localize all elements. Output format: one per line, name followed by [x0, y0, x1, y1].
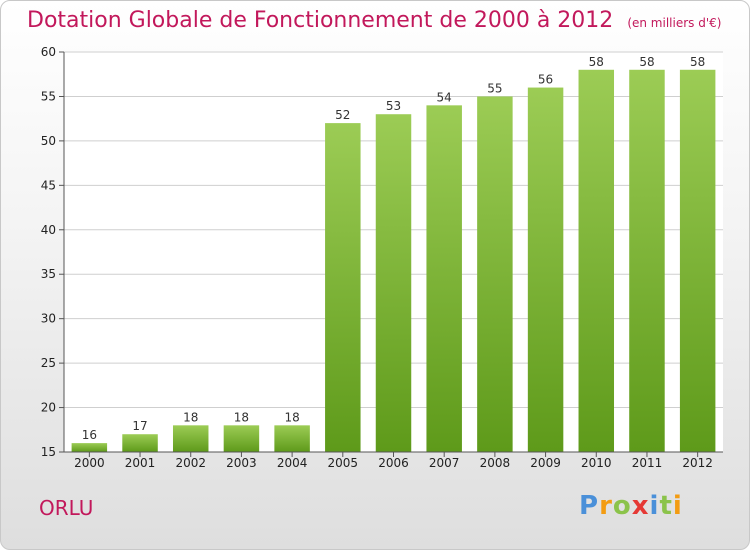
bar-2009 — [527, 87, 564, 453]
bar-2007 — [426, 105, 462, 452]
bar-2012 — [679, 69, 716, 453]
commune-name: ORLU — [39, 496, 94, 520]
value-label-2012: 58 — [690, 55, 705, 69]
value-label-2008: 55 — [487, 81, 502, 95]
value-label-2002: 18 — [183, 410, 198, 424]
x-tick-label-2010: 2010 — [581, 456, 612, 470]
bar-2008 — [477, 96, 513, 452]
bar-2011 — [629, 69, 665, 453]
bar-2010 — [578, 69, 615, 453]
logo-letter: i — [672, 491, 683, 521]
chart-title-text: Dotation Globale de Fonctionnement de 20… — [27, 8, 614, 33]
value-label-2005: 52 — [335, 108, 350, 122]
value-label-2010: 58 — [589, 55, 604, 69]
x-tick-label-2008: 2008 — [480, 456, 511, 470]
x-tick-label-2006: 2006 — [378, 456, 409, 470]
value-label-2006: 53 — [386, 99, 401, 113]
y-tick-label: 15 — [41, 445, 56, 459]
x-tick-label-2002: 2002 — [175, 456, 206, 470]
x-tick-label-2007: 2007 — [429, 456, 460, 470]
x-tick-label-2003: 2003 — [226, 456, 257, 470]
bar-2002 — [172, 425, 209, 452]
x-tick-label-2004: 2004 — [277, 456, 308, 470]
chart-unit: (en milliers d'€) — [627, 16, 722, 30]
value-label-2011: 58 — [639, 55, 654, 69]
logo-letter: x — [631, 491, 650, 521]
bar-2003 — [223, 425, 260, 452]
y-tick-label: 20 — [41, 401, 56, 415]
y-tick-label: 45 — [41, 178, 56, 192]
bar-2001 — [122, 434, 158, 452]
value-label-2000: 16 — [82, 428, 97, 442]
logo-letter: i — [649, 491, 660, 521]
logo-letter: o — [612, 491, 632, 521]
logo-letter: P — [579, 491, 600, 521]
x-tick-label-2001: 2001 — [125, 456, 156, 470]
x-axis: 2000 2001 2002 2003 2004 2005 2006 2007 2008 2009… — [64, 451, 723, 470]
chart-title: Dotation Globale de Fonctionnement de 20… — [27, 8, 721, 33]
value-label-2001: 17 — [132, 419, 147, 433]
x-tick-label-2009: 2009 — [530, 456, 561, 470]
y-tick-label: 30 — [41, 312, 56, 326]
x-tick-label-2012: 2012 — [682, 456, 713, 470]
value-label-2004: 18 — [284, 410, 299, 424]
proxiti-logo: Proxiti — [579, 491, 683, 521]
logo-letter: r — [599, 491, 613, 521]
bar-2004 — [274, 425, 310, 452]
value-label-2003: 18 — [234, 410, 249, 424]
x-tick-label-2005: 2005 — [328, 456, 359, 470]
y-tick-label: 40 — [41, 223, 56, 237]
y-tick-label: 55 — [41, 89, 56, 103]
value-label-2009: 56 — [538, 73, 553, 87]
x-tick-label-2000: 2000 — [74, 456, 105, 470]
y-tick-label: 35 — [41, 267, 56, 281]
bars: 16 17 18 18 18 52 53 54 55 56 58 58 58 — [71, 55, 716, 453]
y-tick-label: 60 — [41, 45, 56, 59]
y-tick-label: 25 — [41, 356, 56, 370]
bar-2000 — [71, 443, 108, 452]
y-axis: 15 20 25 30 35 40 45 50 55 60 — [41, 45, 65, 459]
y-tick-label: 50 — [41, 134, 56, 148]
logo-letter: t — [659, 491, 673, 521]
x-tick-label-2011: 2011 — [632, 456, 663, 470]
value-label-2007: 54 — [437, 90, 452, 104]
bar-2006 — [375, 114, 412, 452]
bar-2005 — [325, 123, 361, 452]
